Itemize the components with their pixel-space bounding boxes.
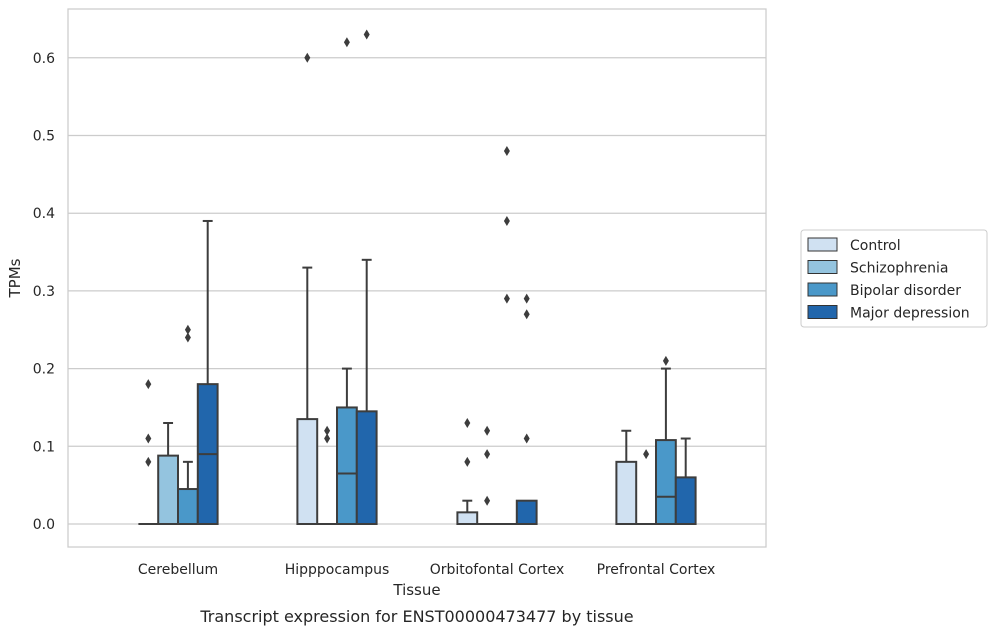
x-axis-label: Tissue [392, 581, 440, 599]
box-major-depression [355, 29, 378, 525]
x-tick-label: Prefrontal Cortex [597, 562, 716, 578]
box-control [615, 429, 638, 525]
y-tick-label: 0.0 [33, 517, 55, 533]
box-control [296, 52, 319, 526]
box-iqr [355, 410, 378, 525]
box-major-depression [674, 437, 697, 526]
legend-swatch [807, 260, 838, 274]
box-control [138, 379, 159, 525]
y-tick-label: 0.2 [33, 362, 55, 378]
outlier-point [324, 433, 331, 444]
y-tick-label: 0.5 [33, 129, 55, 145]
box-major-depression [196, 219, 219, 526]
y-tick-label: 0.3 [33, 284, 55, 300]
y-tick-labels: 0.0 0.1 0.2 0.3 0.4 0.5 0.6 [33, 51, 55, 533]
box-iqr [515, 499, 538, 526]
legend-frame [800, 229, 988, 328]
box-schizophrenia [157, 421, 179, 525]
chart-caption: Transcript expression for ENST0000047347… [199, 607, 633, 626]
legend-swatch [807, 305, 838, 319]
legend-label: Bipolar disorder [850, 283, 961, 299]
outlier-point [503, 293, 510, 304]
outlier-point [464, 417, 471, 428]
box-iqr [615, 460, 638, 525]
y-tick-label: 0.1 [33, 439, 55, 455]
box-schizophrenia [317, 425, 337, 525]
box-schizophrenia [477, 425, 497, 525]
legend: Control Schizophrenia Bipolar disorder Majo… [800, 229, 988, 328]
outlier-point [343, 37, 350, 48]
outlier-point [523, 309, 530, 320]
outlier-point [643, 449, 650, 460]
outlier-point [145, 456, 152, 467]
outlier-point [662, 355, 669, 366]
outlier-point [184, 324, 191, 335]
box-major-depression [515, 293, 538, 526]
outlier-point [523, 433, 530, 444]
y-tick-label: 0.4 [33, 206, 55, 222]
box-bipolar-disorder [177, 324, 199, 526]
legend-label: Control [850, 238, 901, 254]
boxes [138, 29, 697, 526]
outlier-point [484, 495, 491, 506]
outlier-point [324, 425, 331, 436]
outlier-point [304, 52, 311, 63]
x-tick-labels: Cerebellum Hipppocampus Orbitofontal Corte… [138, 562, 715, 578]
outlier-point [503, 215, 510, 226]
y-tick-label: 0.6 [33, 51, 55, 67]
legend-label: Major depression [850, 306, 970, 322]
outlier-point [145, 433, 152, 444]
x-tick-label: Cerebellum [138, 562, 218, 578]
legend-swatch [807, 282, 838, 297]
outlier-point [484, 449, 491, 460]
box-control [456, 417, 479, 525]
box-iqr [296, 418, 319, 526]
outlier-point [503, 146, 510, 157]
box-iqr [674, 476, 697, 526]
box-iqr [655, 439, 677, 526]
box-iqr [456, 511, 479, 525]
plot-background [68, 9, 766, 547]
box-iqr [177, 488, 199, 526]
legend-swatch [807, 237, 838, 252]
x-tick-label: Orbitofontal Cortex [430, 562, 565, 578]
box-schizophrenia [636, 449, 656, 525]
box-iqr [157, 454, 179, 525]
x-tick-label: Hipppocampus [285, 562, 390, 578]
outlier-point [145, 379, 152, 390]
y-axis-label: TPMs [6, 258, 24, 298]
box-bipolar-disorder [497, 146, 517, 525]
box-iqr [336, 406, 358, 526]
plot-frame [67, 8, 767, 548]
outlier-point [464, 456, 471, 467]
outlier-point [523, 293, 530, 304]
outlier-point [363, 29, 370, 40]
legend-label: Schizophrenia [850, 261, 948, 277]
outlier-point [484, 425, 491, 436]
outlier-point [184, 332, 191, 343]
